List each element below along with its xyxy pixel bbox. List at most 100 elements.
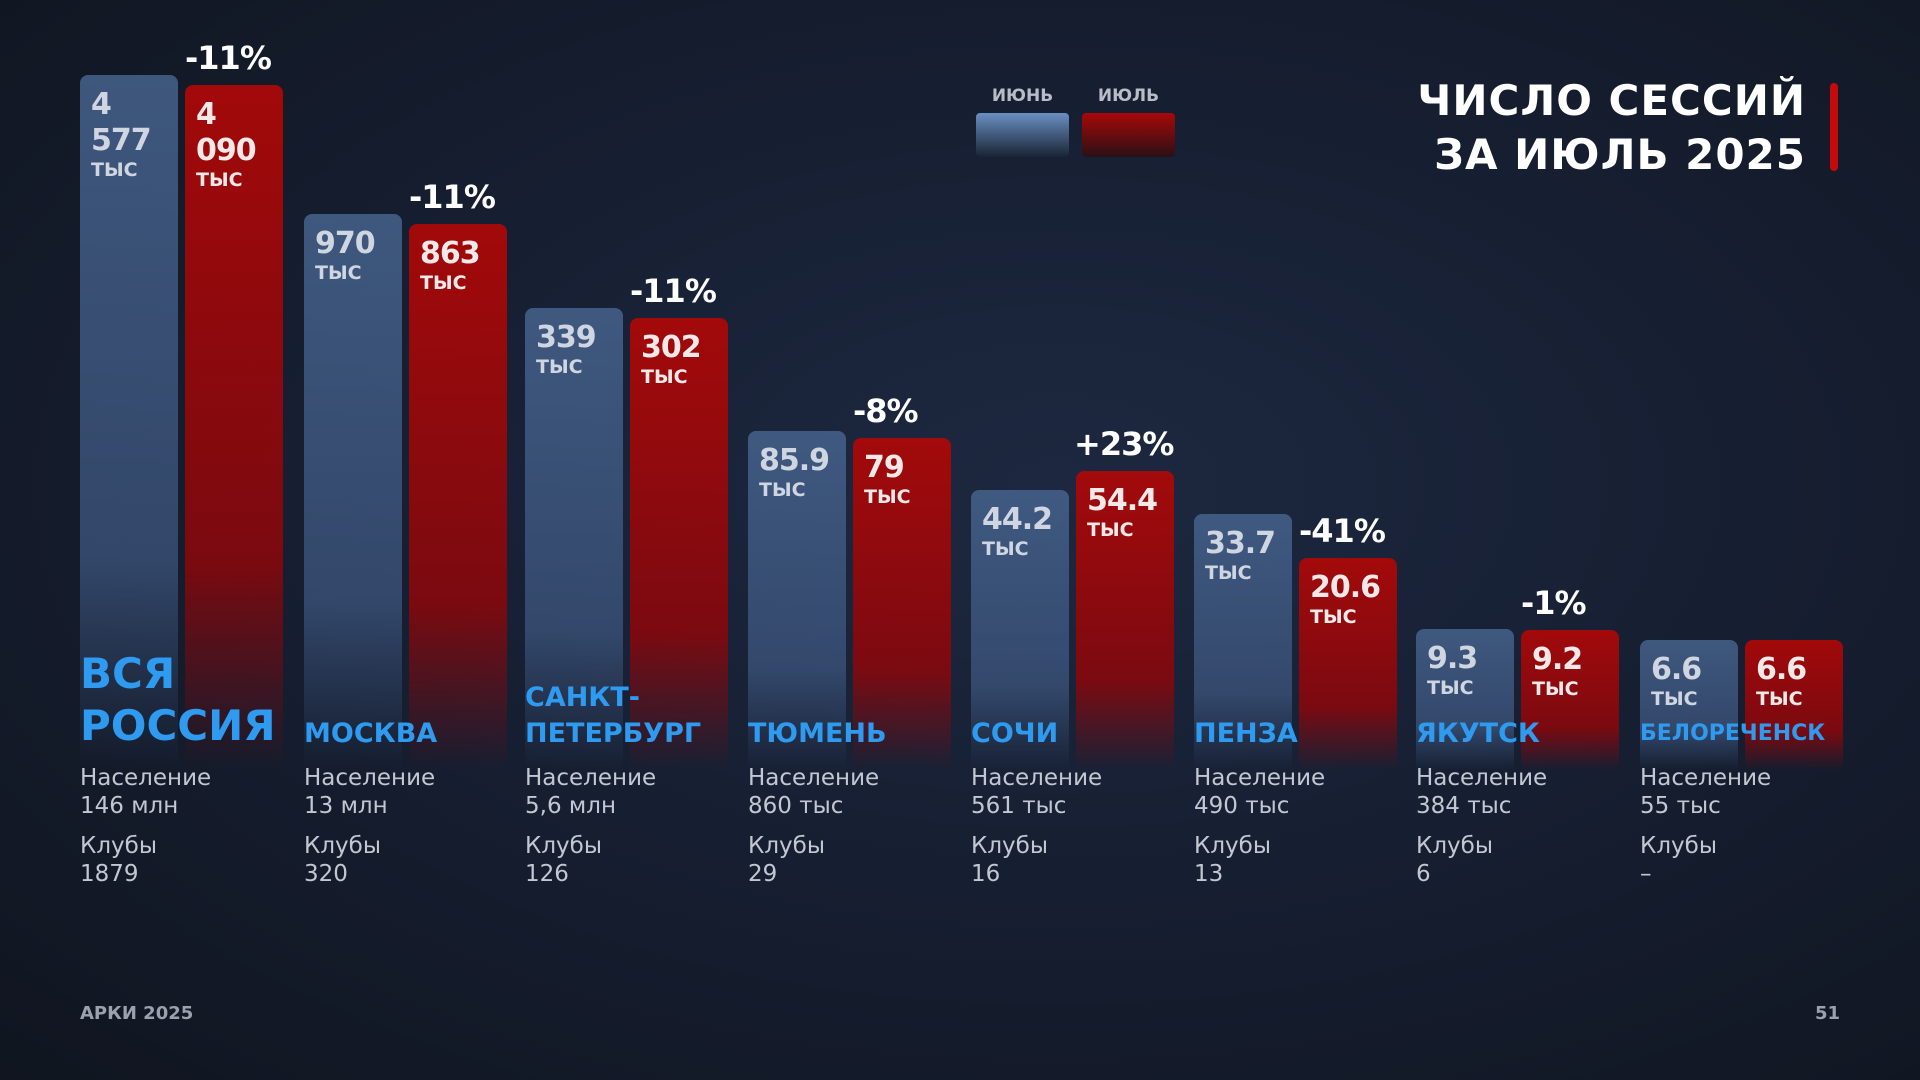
clubs-label: Клубы <box>1194 833 1271 859</box>
population-value: 384 тыс <box>1416 793 1512 819</box>
bar-value: 20.6 <box>1310 570 1381 605</box>
population-label: Население <box>971 765 1103 791</box>
bar-unit: ТЫС <box>641 366 688 388</box>
bar-unit: ТЫС <box>1427 677 1474 699</box>
bar-value: 85.9 <box>759 443 830 478</box>
bar-unit: ТЫС <box>536 356 583 378</box>
bar-value: 970 <box>315 226 376 261</box>
bar-unit: ТЫС <box>1087 519 1134 541</box>
population-value: 5,6 млн <box>525 793 616 819</box>
bar-unit: ТЫС <box>1756 688 1803 710</box>
bar-value: 33.7 <box>1205 526 1276 561</box>
population-value: 561 тыс <box>971 793 1067 819</box>
city-name: СОЧИ <box>971 718 1059 749</box>
bar-unit: ТЫС <box>1532 678 1579 700</box>
july-bar: 4 090 ТЫС <box>185 85 283 770</box>
june-bar: 9.3 ТЫС <box>1416 629 1514 770</box>
population-label: Население <box>1416 765 1548 791</box>
city-block: СОЧИ Население 561 тыс Клубы 16 <box>971 680 1191 888</box>
clubs-value: 126 <box>525 861 569 887</box>
bar-value: 54.4 <box>1087 483 1158 518</box>
population-label: Население <box>1640 765 1772 791</box>
population-value: 13 млн <box>304 793 388 819</box>
clubs-label: Клубы <box>1640 833 1717 859</box>
city-block: БЕЛОРЕЧЕНСК Население 55 тыс Клубы – <box>1640 680 1860 888</box>
change-label: +23% <box>1074 425 1174 463</box>
city-block: ТЮМЕНЬ Население 860 тыс Клубы 29 <box>748 680 968 888</box>
july-bar: 9.2 ТЫС <box>1521 630 1619 770</box>
change-label: -41% <box>1299 512 1386 550</box>
bar-value: 4 577 <box>91 87 152 158</box>
population-value: 55 тыс <box>1640 793 1721 819</box>
june-bar: 85.9 ТЫС <box>748 431 846 770</box>
june-bar: 4 577 ТЫС <box>80 75 178 770</box>
change-label: -11% <box>185 39 272 77</box>
bar-value: 6.6 <box>1756 652 1807 687</box>
city-name: ПЕНЗА <box>1194 718 1298 749</box>
clubs-value: 1879 <box>80 861 139 887</box>
population-label: Население <box>304 765 436 791</box>
legend-july-swatch <box>1082 113 1175 157</box>
clubs-label: Клубы <box>1416 833 1493 859</box>
bar-value: 6.6 <box>1651 652 1702 687</box>
july-bar: 20.6 ТЫС <box>1299 558 1397 770</box>
june-bar: 33.7 ТЫС <box>1194 514 1292 770</box>
bar-value: 4 090 <box>196 97 257 168</box>
city-block: МОСКВА Население 13 млн Клубы 320 <box>304 680 524 888</box>
july-bar: 302 ТЫС <box>630 318 728 770</box>
footer-brand: АРКИ 2025 <box>80 1003 194 1024</box>
legend-june-label: ИЮНЬ <box>991 86 1054 106</box>
clubs-value: 29 <box>748 861 778 887</box>
population-value: 490 тыс <box>1194 793 1290 819</box>
june-bar: 6.6 ТЫС <box>1640 640 1738 770</box>
city-name: САНКТ-ПЕТЕРБУРГ <box>525 682 702 749</box>
bar-value: 9.3 <box>1427 641 1478 676</box>
july-bar: 79 ТЫС <box>853 438 951 770</box>
clubs-label: Клубы <box>971 833 1048 859</box>
population-label: Население <box>525 765 657 791</box>
population-label: Население <box>80 765 212 791</box>
july-bar: 6.6 ТЫС <box>1745 640 1843 770</box>
change-label: -11% <box>409 178 496 216</box>
bar-unit: ТЫС <box>315 262 362 284</box>
page-title: ЧИСЛО СЕССИЙ ЗА ИЮЛЬ 2025 <box>1417 76 1806 179</box>
city-name: МОСКВА <box>304 718 438 749</box>
bar-unit: ТЫС <box>420 272 467 294</box>
city-name: БЕЛОРЕЧЕНСК <box>1640 721 1826 746</box>
bar-unit: ТЫС <box>982 538 1029 560</box>
june-bar: 339 ТЫС <box>525 308 623 770</box>
bar-unit: ТЫС <box>1310 606 1357 628</box>
bar-unit: ТЫС <box>91 159 138 181</box>
bar-value: 79 <box>864 450 905 485</box>
bar-value: 44.2 <box>982 502 1053 537</box>
clubs-label: Клубы <box>304 833 381 859</box>
june-bar: 44.2 ТЫС <box>971 490 1069 770</box>
bar-unit: ТЫС <box>1651 688 1698 710</box>
city-name: ТЮМЕНЬ <box>748 718 887 749</box>
clubs-value: 13 <box>1194 861 1224 887</box>
clubs-value: 6 <box>1416 861 1431 887</box>
legend-july-label: ИЮЛЬ <box>1097 86 1160 106</box>
clubs-label: Клубы <box>80 833 157 859</box>
city-name: ЯКУТСК <box>1416 718 1540 749</box>
clubs-label: Клубы <box>748 833 825 859</box>
city-name: ВСЯ РОССИЯ <box>80 649 276 750</box>
city-block: ПЕНЗА Население 490 тыс Клубы 13 <box>1194 680 1414 888</box>
july-bar: 863 ТЫС <box>409 224 507 770</box>
bar-unit: ТЫС <box>864 486 911 508</box>
clubs-value: 320 <box>304 861 348 887</box>
change-label: -11% <box>630 272 717 310</box>
title-accent-bar <box>1830 83 1838 171</box>
population-label: Население <box>748 765 880 791</box>
city-block: САНКТ-ПЕТЕРБУРГ Население 5,6 млн Клубы 126 <box>525 680 745 888</box>
july-bar: 54.4 ТЫС <box>1076 471 1174 770</box>
city-block: ВСЯ РОССИЯ Население 146 млн Клубы 1879 <box>80 649 300 888</box>
city-block: ЯКУТСК Население 384 тыс Клубы 6 <box>1416 680 1636 888</box>
population-value: 860 тыс <box>748 793 844 819</box>
clubs-value: 16 <box>971 861 1001 887</box>
bar-value: 339 <box>536 320 597 355</box>
page-number: 51 <box>1814 1003 1840 1024</box>
bar-value: 302 <box>641 330 702 365</box>
bar-value: 9.2 <box>1532 642 1583 677</box>
bar-value: 863 <box>420 236 481 271</box>
